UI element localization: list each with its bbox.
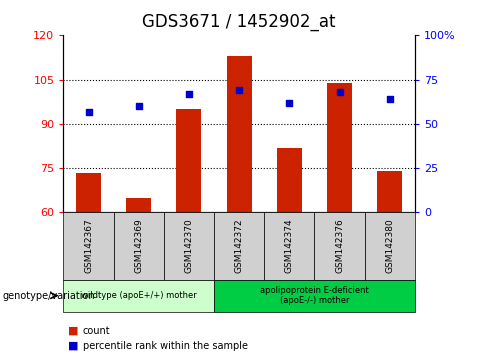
Text: ■: ■	[68, 326, 79, 336]
Text: GSM142372: GSM142372	[235, 219, 244, 273]
Text: genotype/variation: genotype/variation	[2, 291, 95, 301]
Text: GSM142376: GSM142376	[335, 219, 344, 273]
Text: percentile rank within the sample: percentile rank within the sample	[83, 341, 248, 351]
Point	[285, 100, 293, 105]
Point	[84, 109, 92, 114]
Text: GSM142367: GSM142367	[84, 219, 93, 273]
Point	[135, 103, 142, 109]
Text: wildtype (apoE+/+) mother: wildtype (apoE+/+) mother	[81, 291, 197, 300]
Text: apolipoprotein E-deficient
(apoE-/-) mother: apolipoprotein E-deficient (apoE-/-) mot…	[260, 286, 369, 305]
Point	[235, 87, 243, 93]
Point	[386, 96, 394, 102]
Bar	[76, 172, 101, 212]
Bar	[377, 171, 402, 212]
Point	[185, 91, 193, 97]
Text: GSM142374: GSM142374	[285, 219, 294, 273]
Text: count: count	[83, 326, 111, 336]
Point	[336, 89, 344, 95]
Bar	[126, 198, 151, 212]
Bar	[277, 148, 302, 212]
Bar	[327, 82, 352, 212]
Text: GSM142380: GSM142380	[385, 219, 394, 273]
Text: GSM142369: GSM142369	[134, 219, 143, 273]
Bar	[176, 109, 202, 212]
Text: GSM142370: GSM142370	[184, 219, 193, 273]
Text: ■: ■	[68, 341, 79, 351]
Title: GDS3671 / 1452902_at: GDS3671 / 1452902_at	[142, 13, 336, 32]
Bar	[226, 56, 252, 212]
